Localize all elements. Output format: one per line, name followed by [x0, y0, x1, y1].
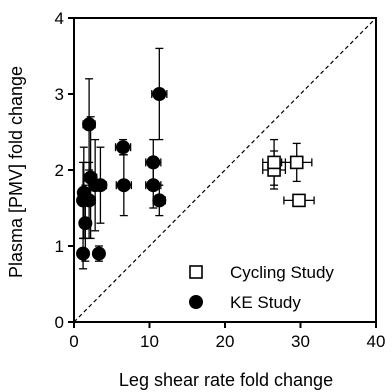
x-tick-label-3: 30	[291, 332, 310, 351]
cycling-point-3	[292, 193, 306, 208]
y-axis-label: Plasma [PMV] fold change	[6, 66, 26, 278]
x-tick-label-2: 20	[216, 332, 235, 351]
plot-area	[73, 17, 377, 323]
legend-label-0: Cycling Study	[230, 263, 334, 282]
ke-point-8	[91, 246, 106, 261]
x-tick-label-4: 40	[367, 332, 386, 351]
identity-line	[73, 17, 377, 323]
y-tick-label-4: 4	[55, 9, 64, 28]
ke-point-12	[116, 178, 131, 193]
cycling-point-1	[267, 155, 281, 170]
legend-marker-1	[189, 295, 203, 309]
ke-point-7	[76, 246, 91, 261]
legend-label-1: KE Study	[230, 293, 301, 312]
x-tick-label-1: 10	[140, 332, 159, 351]
ke-point-10	[93, 178, 108, 193]
x-axis-label: Leg shear rate fold change	[119, 370, 333, 390]
axes: 0 10 20 30 40 0 1 2 3 4	[55, 9, 386, 351]
y-tick-label-3: 3	[55, 85, 64, 104]
ke-point-14	[146, 178, 161, 193]
legend: Cycling Study KE Study	[189, 263, 334, 312]
x-tick-label-0: 0	[69, 332, 78, 351]
y-tick-label-2: 2	[55, 161, 64, 180]
cycling-point-2	[289, 155, 304, 170]
ke-point-0	[82, 117, 97, 132]
ke-point-6	[78, 216, 93, 231]
ke-point-1	[152, 87, 167, 101]
y-tick-label-0: 0	[55, 313, 64, 332]
ke-point-15	[152, 193, 167, 208]
ke-point-13	[146, 155, 161, 170]
ke-point-5	[76, 193, 91, 208]
legend-marker-0	[189, 265, 203, 279]
y-tick-label-1: 1	[55, 237, 64, 256]
ke-point-11	[116, 140, 131, 155]
